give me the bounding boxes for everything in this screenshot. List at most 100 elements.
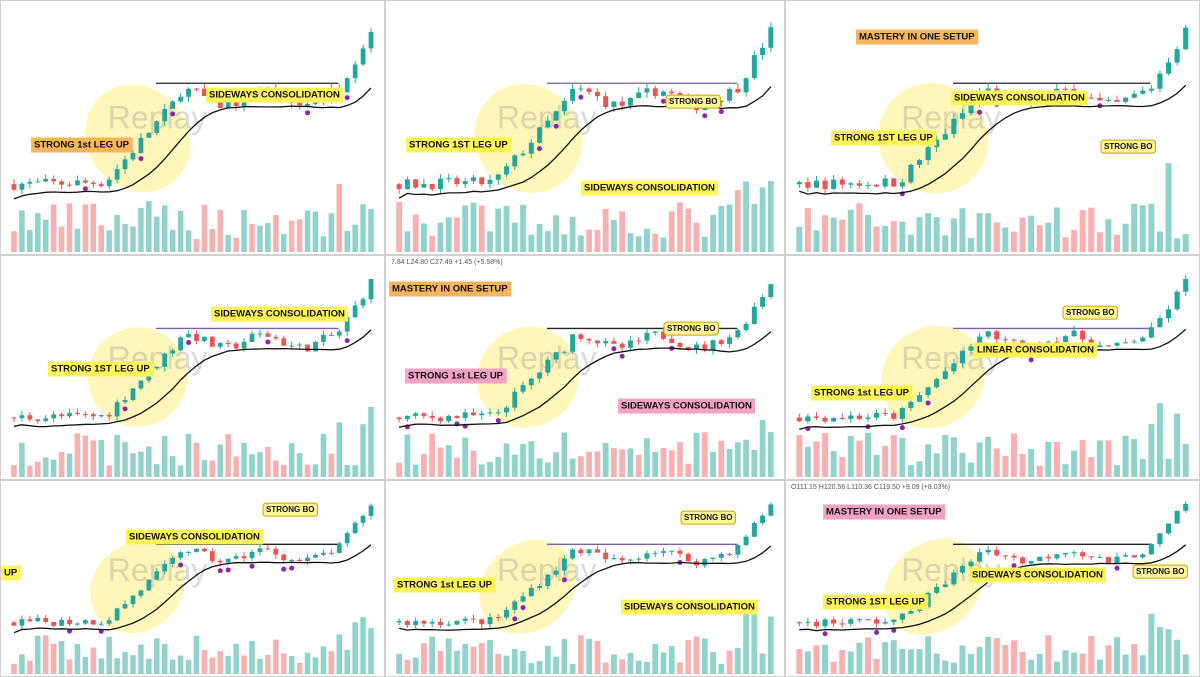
volume-bar (412, 214, 419, 252)
candle-body (413, 179, 419, 188)
signal-dot (977, 109, 983, 115)
candle-body (421, 413, 427, 416)
label-bg (1100, 139, 1156, 154)
volume-bar (404, 434, 411, 477)
signal-dot (1011, 563, 1017, 569)
signal-dot (495, 418, 501, 424)
candle-body (611, 341, 617, 344)
volume-bar (701, 638, 708, 674)
candle-body (1062, 553, 1069, 555)
volume-bar (161, 205, 168, 252)
volume-bar (98, 225, 105, 252)
candle-body (281, 554, 287, 561)
candle-body (891, 178, 897, 187)
volume-bar (412, 464, 419, 477)
volume-bar (569, 458, 576, 477)
candle-body (233, 343, 239, 349)
candle-body (114, 402, 120, 417)
candle-body (512, 601, 518, 610)
annotation-label: STRONG 1ST LEG UP (51, 364, 150, 375)
signal-dot (899, 425, 905, 431)
volume-bar (437, 447, 444, 477)
candle-body (594, 91, 600, 97)
volume-bar (586, 229, 593, 252)
candle-body (59, 414, 64, 417)
volume-bar (668, 211, 675, 252)
candle-body (421, 620, 427, 624)
volume-bar (1053, 441, 1060, 477)
volume-bar (528, 234, 535, 252)
volume-bar (273, 639, 279, 674)
volume-bar (249, 454, 255, 477)
candle-body (19, 415, 25, 419)
signal-dot (289, 565, 295, 571)
candle-body (1148, 544, 1154, 555)
candle-body (553, 352, 559, 360)
volume-bar (185, 660, 192, 674)
volume-bar (864, 432, 871, 477)
volume-bar (942, 435, 949, 477)
label-bg (680, 510, 736, 525)
volume-bar (445, 445, 452, 477)
volume-bar (968, 462, 975, 477)
candle-body (951, 118, 957, 135)
volume-bar (185, 230, 192, 252)
candle-body (813, 621, 820, 627)
ohlc-header: 7.84 L24.80 C27.49 +1.45 (+5.58%) (391, 259, 503, 266)
volume-bar (495, 208, 502, 252)
volume-bar (1105, 645, 1112, 674)
candle-body (1088, 556, 1094, 558)
candle-body (848, 415, 854, 419)
candle-body (273, 336, 279, 339)
volume-bar (899, 438, 906, 477)
volume-bar (726, 650, 733, 674)
candle-body (603, 552, 609, 560)
candle-body (669, 550, 675, 552)
signal-dot (537, 146, 543, 152)
volume-bar (11, 231, 17, 252)
candle-body (977, 552, 983, 562)
volume-bar (1019, 217, 1026, 252)
signal-dot (512, 616, 518, 622)
candle-body (537, 127, 543, 143)
candle-body (130, 152, 136, 160)
candle-body (1080, 330, 1086, 340)
annotation-label: STRONG 1st LEG UP (408, 371, 504, 382)
annotation-label: STRONG BO (1104, 142, 1152, 151)
candle-body (297, 102, 302, 106)
volume-bar (352, 622, 358, 674)
volume-bar (470, 646, 477, 674)
volume-bar (520, 650, 526, 674)
volume-bar (161, 644, 168, 674)
candle-body (344, 317, 350, 332)
volume-bar (1079, 653, 1086, 674)
candle-body (545, 359, 551, 373)
label-bg (262, 502, 318, 517)
volume-bar (27, 229, 33, 252)
volume-bar (619, 659, 626, 674)
candle-body (677, 342, 683, 348)
candle-body (35, 181, 41, 183)
candle-body (170, 101, 176, 109)
candle-body (265, 333, 271, 337)
volume-bar (1036, 653, 1043, 674)
volume-bar (553, 215, 559, 252)
volume-bar (82, 204, 89, 252)
candle-body (186, 88, 191, 97)
annotation-label: SIDEWAYS CONSOLIDATION (972, 570, 1103, 581)
candle-body (942, 371, 948, 379)
volume-bar (352, 224, 358, 252)
volume-bar (561, 432, 568, 477)
volume-bar (34, 461, 41, 477)
volume-bar (685, 463, 692, 477)
volume-bar (907, 234, 914, 252)
volume-bar (336, 183, 343, 252)
candle-body (368, 279, 374, 300)
volume-bar (693, 222, 700, 252)
candle-body (561, 558, 567, 571)
candle-body (545, 574, 551, 587)
candle-body (305, 104, 310, 106)
volume-bar (257, 225, 263, 252)
volume-bar (813, 645, 820, 674)
